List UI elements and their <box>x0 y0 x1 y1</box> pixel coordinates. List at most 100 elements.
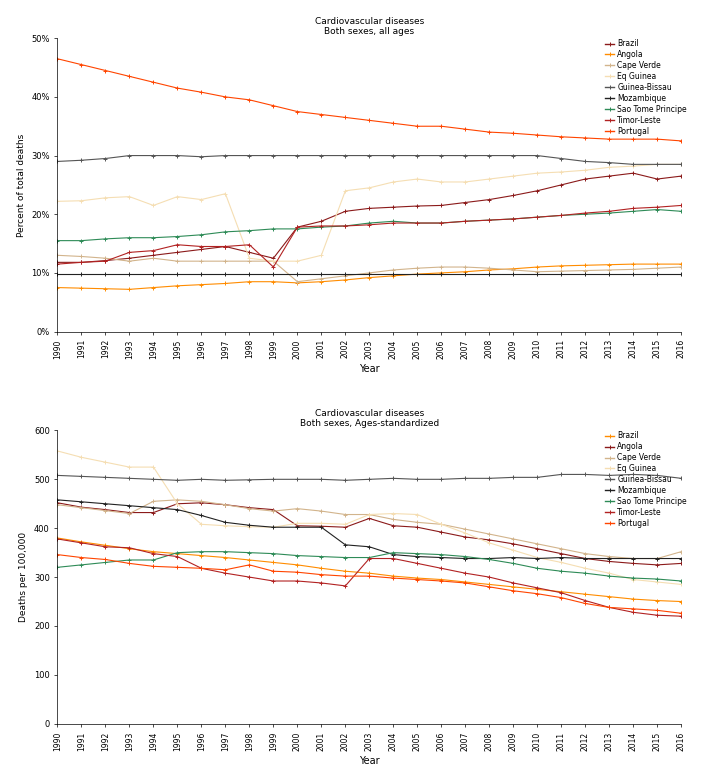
Guinea-Bissau <box>293 151 302 161</box>
Mozambique <box>437 553 446 562</box>
Sao Tome Principe <box>269 224 278 233</box>
Sao Tome Principe <box>78 560 86 569</box>
Brazil <box>317 564 326 573</box>
Guinea-Bissau <box>629 470 637 479</box>
Mozambique <box>78 269 86 279</box>
Portugal <box>509 128 517 138</box>
Angola <box>485 265 494 275</box>
Sao Tome Principe <box>413 218 422 228</box>
Sao Tome Principe <box>197 547 206 557</box>
Portugal <box>269 567 278 576</box>
Eq Guinea <box>677 579 685 589</box>
Sao Tome Principe <box>557 211 565 220</box>
Mozambique <box>102 499 110 508</box>
Guinea-Bissau <box>173 475 182 485</box>
Brazil <box>269 254 278 263</box>
Eq Guinea <box>54 197 62 206</box>
Eq Guinea <box>125 192 134 201</box>
Sao Tome Principe <box>485 215 494 225</box>
Sao Tome Principe <box>125 233 134 243</box>
Mozambique <box>605 269 613 279</box>
Portugal <box>221 92 230 102</box>
Mozambique <box>197 269 206 279</box>
Sao Tome Principe <box>221 227 230 236</box>
Portugal <box>413 121 422 131</box>
Cape Verde <box>365 510 374 519</box>
Brazil <box>557 180 565 189</box>
Portugal <box>125 559 134 568</box>
Portugal <box>102 66 110 75</box>
Sao Tome Principe <box>437 550 446 559</box>
Portugal <box>365 572 374 581</box>
Cape Verde <box>605 265 613 275</box>
Timor-Leste <box>437 564 446 573</box>
Line: Mozambique: Mozambique <box>55 272 684 276</box>
Brazil <box>581 175 589 184</box>
Brazil <box>413 201 422 211</box>
Guinea-Bissau <box>437 474 446 484</box>
Eq Guinea <box>533 553 541 562</box>
Sao Tome Principe <box>102 234 110 244</box>
Cape Verde <box>581 266 589 276</box>
Guinea-Bissau <box>54 157 62 166</box>
Timor-Leste <box>317 222 326 231</box>
Angola <box>581 261 589 270</box>
Sao Tome Principe <box>533 212 541 222</box>
Line: Timor-Leste: Timor-Leste <box>55 203 684 269</box>
Mozambique <box>125 269 134 279</box>
Brazil <box>293 560 302 569</box>
Cape Verde <box>629 554 637 563</box>
Line: Portugal: Portugal <box>55 56 684 143</box>
Portugal <box>533 589 541 598</box>
Angola <box>341 276 350 285</box>
Mozambique <box>533 554 541 563</box>
Angola <box>533 544 541 554</box>
Angola <box>677 559 685 568</box>
Portugal <box>341 113 350 122</box>
Line: Mozambique: Mozambique <box>55 497 684 561</box>
Mozambique <box>605 554 613 563</box>
Eq Guinea <box>245 254 254 263</box>
Brazil <box>221 553 230 562</box>
Angola <box>341 522 350 532</box>
Portugal <box>54 54 62 63</box>
Eq Guinea <box>605 163 613 172</box>
Line: Sao Tome Principe: Sao Tome Principe <box>55 207 684 243</box>
Timor-Leste <box>197 564 206 573</box>
Portugal <box>461 124 470 134</box>
Timor-Leste <box>269 262 278 272</box>
Angola <box>149 283 158 292</box>
Mozambique <box>581 269 589 279</box>
Cape Verde <box>341 510 350 519</box>
Timor-Leste <box>78 538 86 547</box>
Portugal <box>629 135 637 144</box>
Timor-Leste <box>173 240 182 250</box>
Angola <box>269 277 278 287</box>
Brazil <box>485 579 494 589</box>
Angola <box>125 285 134 294</box>
Mozambique <box>653 269 661 279</box>
Sao Tome Principe <box>437 218 446 228</box>
Mozambique <box>341 540 350 550</box>
Portugal <box>677 608 685 618</box>
Angola <box>221 500 230 510</box>
Sao Tome Principe <box>389 217 398 226</box>
Brazil <box>341 567 350 576</box>
Line: Cape Verde: Cape Verde <box>55 253 684 284</box>
Sao Tome Principe <box>557 567 565 576</box>
Angola <box>437 269 446 278</box>
Mozambique <box>221 269 230 279</box>
Line: Eq Guinea: Eq Guinea <box>55 449 684 587</box>
Timor-Leste <box>605 603 613 612</box>
Cape Verde <box>293 277 302 287</box>
Timor-Leste <box>653 611 661 620</box>
X-axis label: Year: Year <box>359 364 380 374</box>
Mozambique <box>365 542 374 551</box>
Angola <box>365 273 374 283</box>
Timor-Leste <box>413 559 422 568</box>
Mozambique <box>413 269 422 279</box>
Sao Tome Principe <box>173 232 182 241</box>
Eq Guinea <box>365 510 374 519</box>
Sao Tome Principe <box>293 551 302 561</box>
Cape Verde <box>653 264 661 273</box>
